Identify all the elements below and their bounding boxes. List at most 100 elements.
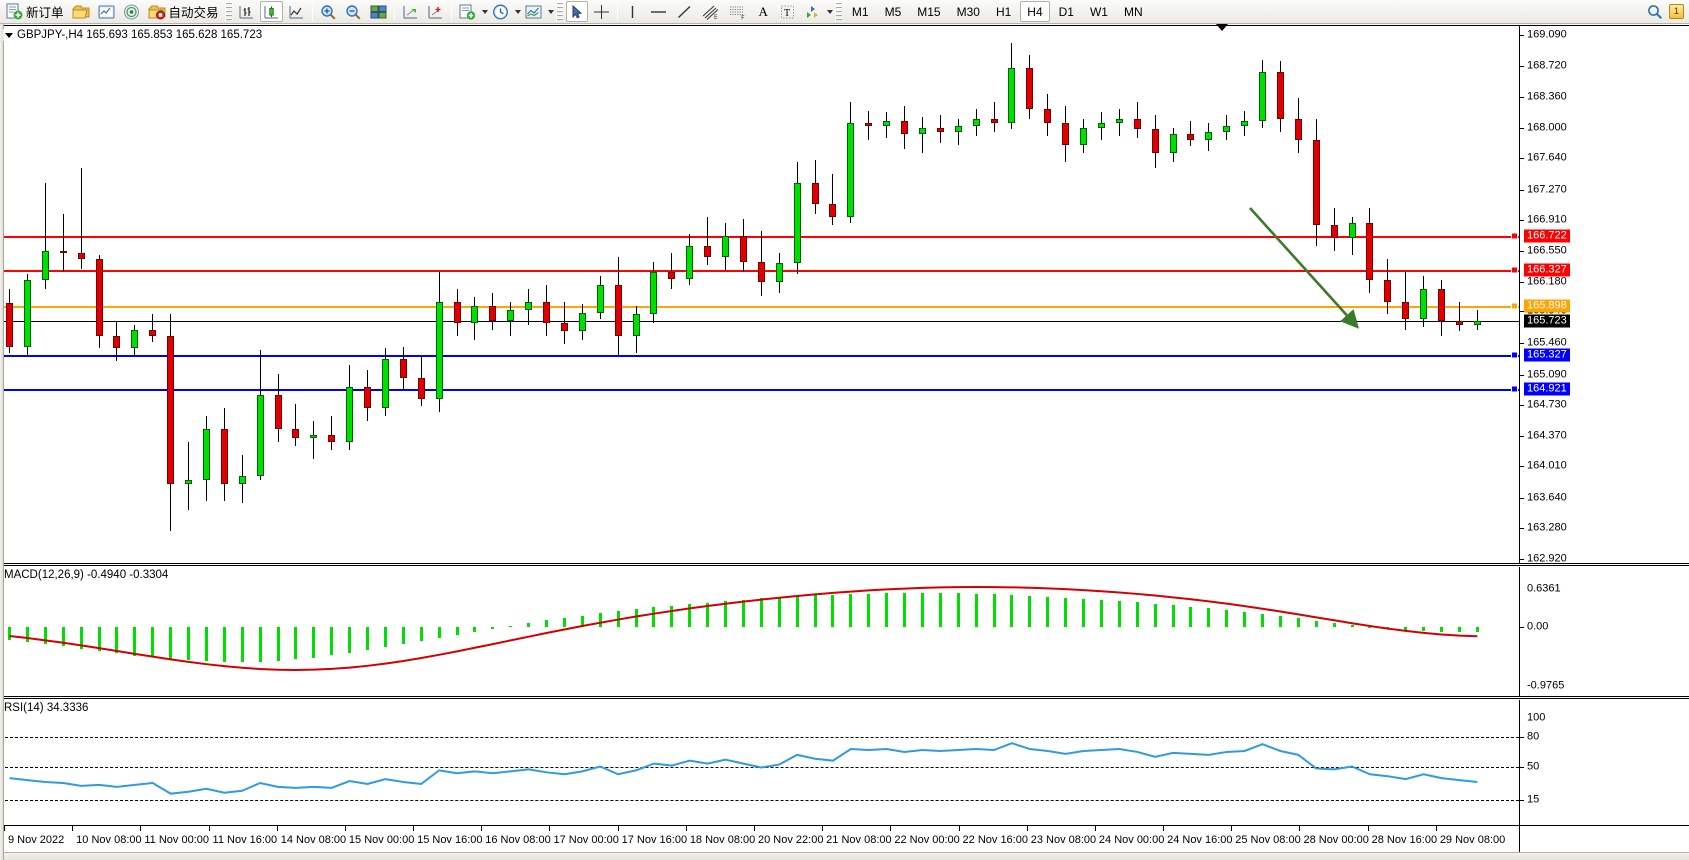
zoom-out-button[interactable]: [342, 1, 365, 22]
candle-body: [364, 386, 371, 408]
price-tick: [1520, 559, 1524, 560]
candle-body: [1312, 140, 1320, 226]
price-level-line[interactable]: [0, 389, 1519, 392]
folder-button[interactable]: [69, 1, 93, 22]
shapes-dropdown-arrow[interactable]: [826, 9, 833, 14]
panel-divider-1: [0, 563, 1689, 566]
price-level-label[interactable]: 165.723: [1524, 314, 1570, 328]
price-level-handle[interactable]: [1511, 302, 1518, 310]
macd-signal-line: [9, 586, 1478, 671]
macd-histogram-bar: [938, 593, 942, 628]
shapes-button[interactable]: [801, 1, 824, 22]
macd-plot[interactable]: [0, 567, 1519, 698]
chevron-down-icon[interactable]: [5, 32, 13, 38]
rsi-scale[interactable]: 100 80 50 15: [1519, 700, 1689, 825]
trendline-button[interactable]: [673, 1, 696, 22]
candle-body: [1133, 119, 1141, 130]
line-chart-button[interactable]: [285, 1, 308, 22]
candle-body: [1151, 129, 1159, 154]
periods-button[interactable]: [489, 1, 512, 22]
equidistant-channel-button[interactable]: E: [698, 1, 723, 22]
toolbar-grip-1[interactable]: [224, 1, 232, 22]
crosshair-icon: [593, 4, 610, 20]
candlestick-chart-button[interactable]: [259, 1, 283, 22]
tf-H1[interactable]: H1: [989, 1, 1018, 22]
price-panel[interactable]: GBPJPY-,H4 165.693 165.853 165.628 165.7…: [0, 25, 1689, 564]
macd-histogram-bar: [133, 627, 137, 656]
crosshair-button[interactable]: [590, 1, 613, 22]
auto-scroll-button[interactable]: [424, 1, 447, 22]
autotrade-button[interactable]: 自动交易: [145, 1, 222, 22]
rsi-panel[interactable]: RSI(14) 34.3336 100 80 50 15: [0, 700, 1689, 825]
tf-M30[interactable]: M30: [950, 1, 987, 22]
candle-body: [1348, 222, 1356, 238]
price-level-line[interactable]: [0, 306, 1519, 309]
vertical-line-button[interactable]: [622, 1, 644, 22]
price-level-handle[interactable]: [1511, 385, 1518, 393]
price-level-label[interactable]: 165.327: [1524, 348, 1570, 362]
tf-M1-label: M1: [851, 4, 869, 19]
price-level-handle[interactable]: [1511, 232, 1518, 240]
time-tick-label: 24 Nov 16:00: [1167, 834, 1233, 846]
candle-body: [417, 378, 425, 400]
indicators-button[interactable]: [456, 1, 479, 22]
symbol-header: GBPJPY-,H4 165.693 165.853 165.628 165.7…: [3, 29, 265, 41]
macd-tick-label: 0.00: [1527, 620, 1549, 633]
candle-wick: [1190, 120, 1192, 147]
toolbar-grip-2[interactable]: [555, 1, 563, 22]
macd-histogram-bar: [151, 627, 155, 658]
candle-body: [596, 284, 604, 313]
search-icon[interactable]: [1647, 4, 1663, 20]
price-level-handle[interactable]: [1511, 351, 1518, 359]
market-watch-button[interactable]: [95, 1, 118, 22]
horizontal-line-button[interactable]: [646, 1, 671, 22]
tf-M1[interactable]: M1: [845, 1, 876, 22]
price-level-handle[interactable]: [1511, 266, 1518, 274]
zoom-in-button[interactable]: [317, 1, 340, 22]
tf-W1[interactable]: W1: [1083, 1, 1115, 22]
text-button[interactable]: A: [752, 1, 775, 22]
macd-scale[interactable]: 0.6361 0.00 -0.9765: [1519, 567, 1689, 698]
macd-panel[interactable]: MACD(12,26,9) -0.4940 -0.3304 0.6361 0.00…: [0, 567, 1689, 698]
chart-left-scrollbar[interactable]: [0, 24, 4, 860]
price-plot[interactable]: [0, 26, 1519, 563]
candle-wick: [1476, 310, 1478, 330]
signals-button[interactable]: [120, 1, 143, 22]
price-level-label[interactable]: 166.722: [1524, 229, 1570, 243]
bar-chart-button[interactable]: [235, 1, 258, 22]
price-tick: [1520, 127, 1524, 129]
tf-H4[interactable]: H4: [1020, 1, 1050, 22]
price-level-line[interactable]: [0, 354, 1519, 357]
rsi-plot[interactable]: [0, 700, 1519, 825]
tf-M5[interactable]: M5: [878, 1, 909, 22]
tf-D1[interactable]: D1: [1052, 1, 1081, 22]
notification-badge[interactable]: 1: [1669, 4, 1684, 19]
periods-dropdown-arrow[interactable]: [514, 9, 521, 14]
price-level-label[interactable]: 165.898: [1524, 299, 1570, 313]
price-level-line[interactable]: [0, 320, 1519, 322]
tf-M15[interactable]: M15: [910, 1, 947, 22]
price-level-label[interactable]: 164.921: [1524, 382, 1570, 396]
fibonacci-button[interactable]: F: [725, 1, 750, 22]
price-level-line[interactable]: [0, 236, 1519, 239]
price-scale[interactable]: 169.090 168.720 168.360 168.000 167.640 167.2…: [1511, 26, 1689, 564]
candle-body: [167, 335, 175, 485]
templates-dropdown-arrow[interactable]: [547, 9, 554, 14]
tf-MN[interactable]: MN: [1117, 1, 1150, 22]
time-tick: [1094, 826, 1096, 831]
candle-wick: [313, 420, 315, 459]
chart-shift-button[interactable]: [399, 1, 422, 22]
macd-histogram-bar: [1046, 596, 1050, 628]
tile-windows-button[interactable]: [367, 1, 390, 22]
price-level-label[interactable]: 166.327: [1524, 263, 1570, 277]
price-tick-label: 168.000: [1527, 121, 1567, 134]
macd-histogram-bar: [813, 595, 817, 628]
toolbar-grip-3[interactable]: [834, 1, 842, 22]
text-label-button[interactable]: T: [777, 1, 799, 22]
candle-body: [1330, 225, 1338, 238]
trend-arrow-icon[interactable]: [0, 26, 1519, 563]
templates-button[interactable]: [522, 1, 545, 22]
indicators-dropdown-arrow[interactable]: [481, 9, 488, 14]
cursor-button[interactable]: [565, 1, 588, 22]
new-order-button[interactable]: 新订单: [3, 1, 67, 22]
